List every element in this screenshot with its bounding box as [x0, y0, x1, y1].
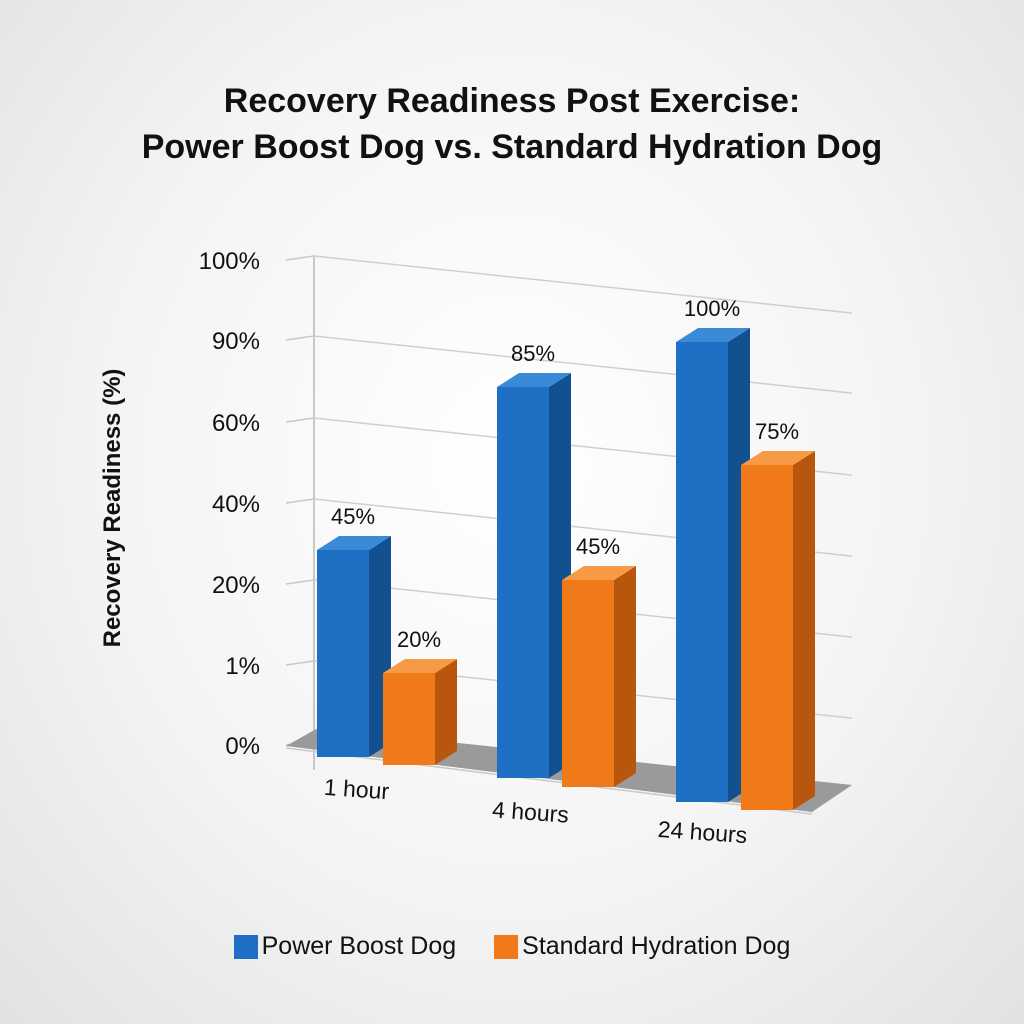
- bar-top: [497, 373, 571, 387]
- x-tick-label: 4 hours: [491, 796, 569, 827]
- x-axis-line: [285, 747, 813, 815]
- bar-top: [383, 659, 457, 673]
- bar-top: [676, 328, 750, 342]
- bar-top: [317, 536, 391, 550]
- legend-item-standard-hydration: Standard Hydration Dog: [494, 932, 790, 961]
- y-tick-label: 20%: [212, 572, 260, 599]
- x-tick-label: 24 hours: [657, 816, 748, 848]
- data-label: 75%: [755, 419, 799, 444]
- y-tick: [285, 579, 315, 585]
- y-tick-label: 100%: [199, 248, 260, 275]
- title-line-1: Recovery Readiness Post Exercise:: [223, 82, 801, 120]
- y-tick-label: 90%: [212, 328, 260, 355]
- legend-label: Power Boost Dog: [261, 932, 457, 960]
- gridline: [313, 335, 853, 394]
- data-label: 45%: [576, 534, 620, 559]
- bar-side: [614, 566, 636, 787]
- bar-standard-hydration-dog: [562, 580, 614, 787]
- chart-title: Recovery Readiness Post Exercise: Power …: [0, 78, 1024, 170]
- y-axis-label: Recovery Readiness (%): [99, 369, 126, 648]
- legend-swatch-orange: [494, 934, 519, 959]
- bar-top: [741, 451, 815, 465]
- bar-power-boost-dog: [497, 387, 549, 778]
- y-tick-label: 60%: [212, 410, 260, 437]
- bar-top: [562, 566, 636, 580]
- data-label: 85%: [511, 341, 555, 366]
- y-tick-label: 0%: [225, 733, 260, 760]
- y-tick: [285, 498, 315, 504]
- data-label: 45%: [331, 504, 375, 529]
- bar-power-boost-dog: [676, 342, 728, 802]
- bar-side: [435, 659, 457, 765]
- y-tick-label: 40%: [212, 491, 260, 518]
- legend-swatch-blue: [233, 934, 258, 959]
- bar-power-boost-dog: [317, 550, 369, 757]
- legend-label: Standard Hydration Dog: [522, 932, 791, 960]
- bar-standard-hydration-dog: [383, 673, 435, 765]
- y-tick: [285, 335, 315, 341]
- y-tick: [285, 660, 315, 666]
- x-tick-label: 1 hour: [323, 774, 390, 805]
- data-label: 20%: [397, 627, 441, 652]
- legend-item-power-boost: Power Boost Dog: [233, 932, 457, 961]
- title-line-2: Power Boost Dog vs. Standard Hydration D…: [141, 128, 883, 166]
- data-label: 100%: [684, 296, 740, 321]
- legend: Power Boost Dog Standard Hydration Dog: [0, 932, 1024, 961]
- y-tick: [285, 417, 315, 423]
- bar-standard-hydration-dog: [741, 465, 793, 810]
- gridline: [313, 255, 853, 314]
- bar-side: [793, 451, 815, 810]
- y-tick-label: 1%: [225, 653, 260, 680]
- y-tick: [285, 255, 315, 261]
